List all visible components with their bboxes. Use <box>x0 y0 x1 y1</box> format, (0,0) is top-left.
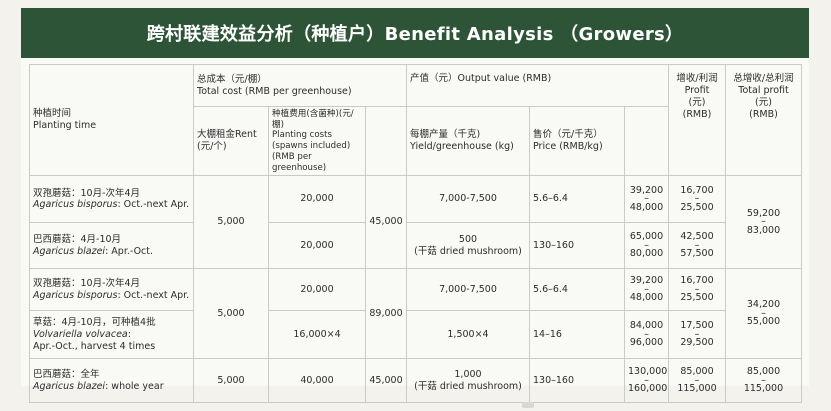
header-planting-costs: 种植费用(含菌种)(元/棚) Planting costs (spawns in… <box>268 105 366 177</box>
output-value-cell: 130,000–160,000 <box>624 358 669 404</box>
planting-cost-cell: 40,000 <box>268 358 366 404</box>
table-row: 巴西蘑菇：4月-10月 Agaricus blazei: Apr.-Oct. 2… <box>29 222 802 270</box>
total-cost-cell: 89,000 <box>365 268 407 360</box>
benefit-table: 种植时间 Planting time 总成本（元/棚） Total cost (… <box>29 63 802 404</box>
planting-cost-cell: 20,000 <box>268 222 366 270</box>
total-profit-cell: 85,000–115,000 <box>725 358 802 404</box>
output-value-cell: 39,200–48,000 <box>624 268 669 312</box>
crop-cell: 双孢蘑菇：10月-次年4月 Agaricus bisporus: Oct.-ne… <box>29 268 194 312</box>
table-row: 双孢蘑菇：10月-次年4月 Agaricus bisporus: Oct.-ne… <box>29 268 802 360</box>
crop-cell: 双孢蘑菇：10月-次年4月 Agaricus bisporus: Oct.-ne… <box>29 175 194 224</box>
header-planting-time: 种植时间 Planting time <box>29 63 194 177</box>
table-title: 跨村联建效益分析（种植户）Benefit Analysis （Growers） <box>21 8 809 58</box>
profit-cell: 42,500–57,500 <box>668 222 726 270</box>
price-cell: 14–16 <box>529 310 625 360</box>
yield-cell: 500 (干菇 dried mushroom) <box>406 222 530 270</box>
table-row: 巴西蘑菇：全年 Agaricus blazei: whole year 5,00… <box>29 358 802 404</box>
crop-cell: 草菇：4月-10月，可种植4批 Volvariella volvacea: Ap… <box>29 310 194 360</box>
output-value-cell: 84,000–96,000 <box>624 310 669 360</box>
total-cost-cell: 45,000 <box>365 358 407 404</box>
crop-cell: 巴西蘑菇：4月-10月 Agaricus blazei: Apr.-Oct. <box>29 222 194 270</box>
table-row: 双孢蘑菇：10月-次年4月 Agaricus bisporus: Oct.-ne… <box>29 175 802 270</box>
header-price: 售价（元/千克） Price (RMB/kg) <box>529 105 625 177</box>
benefit-analysis-card: 跨村联建效益分析（种植户）Benefit Analysis （Growers） … <box>21 8 809 404</box>
scroll-indicator <box>522 402 534 408</box>
total-cost-cell: 45,000 <box>365 175 407 270</box>
yield-cell: 1,500×4 <box>406 310 530 360</box>
profit-cell: 16,700–25,500 <box>668 175 726 224</box>
header-blank <box>624 105 669 177</box>
total-profit-cell: 59,200–83,000 <box>725 175 802 270</box>
header-total-profit: 总增收/总利润 Total profit (元) (RMB) <box>725 63 802 177</box>
rent-cell: 5,000 <box>193 175 269 270</box>
header-output-value: 产值（元）Output value (RMB) <box>406 64 669 107</box>
header-profit: 增收/利润 Profit (元) (RMB) <box>668 63 726 177</box>
planting-cost-cell: 20,000 <box>268 268 366 312</box>
header-rent: 大棚租金Rent (元/个) <box>193 105 269 177</box>
yield-cell: 1,000 (干菇 dried mushroom) <box>406 358 530 404</box>
rent-cell: 5,000 <box>193 268 269 360</box>
output-value-cell: 39,200–48,000 <box>624 175 669 224</box>
rent-cell: 5,000 <box>193 358 269 404</box>
planting-cost-cell: 16,000×4 <box>268 310 366 360</box>
header-total-cost: 总成本（元/棚） Total cost (RMB per greenhouse) <box>193 64 407 107</box>
table-row: 草菇：4月-10月，可种植4批 Volvariella volvacea: Ap… <box>29 310 802 360</box>
total-profit-cell: 34,200–55,000 <box>725 268 802 360</box>
yield-cell: 7,000-7,500 <box>406 175 530 224</box>
profit-cell: 17,500–29,500 <box>668 310 726 360</box>
output-value-cell: 65,000–80,000 <box>624 222 669 270</box>
crop-cell: 巴西蘑菇：全年 Agaricus blazei: whole year <box>29 358 194 404</box>
yield-cell: 7,000-7,500 <box>406 268 530 312</box>
price-cell: 5.6–6.4 <box>529 268 625 312</box>
profit-cell: 16,700–25,500 <box>668 268 726 312</box>
price-cell: 5.6–6.4 <box>529 175 625 224</box>
header-yield: 每棚产量（千克) Yield/greenhouse (kg) <box>406 105 530 177</box>
planting-cost-cell: 20,000 <box>268 175 366 224</box>
profit-cell: 85,000–115,000 <box>668 358 726 404</box>
price-cell: 130–160 <box>529 358 625 404</box>
header-blank <box>365 105 407 177</box>
price-cell: 130–160 <box>529 222 625 270</box>
